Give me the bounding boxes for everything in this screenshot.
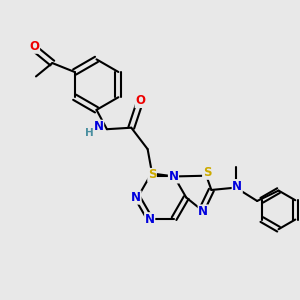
Text: N: N [169, 170, 178, 183]
Text: N: N [198, 205, 208, 218]
Text: H: H [85, 128, 94, 138]
Text: N: N [145, 213, 155, 226]
Text: S: S [203, 166, 211, 179]
Text: S: S [148, 169, 156, 182]
Text: O: O [29, 40, 40, 53]
Text: N: N [94, 120, 103, 133]
Text: O: O [135, 94, 145, 107]
Text: N: N [131, 191, 141, 204]
Text: N: N [232, 180, 242, 193]
